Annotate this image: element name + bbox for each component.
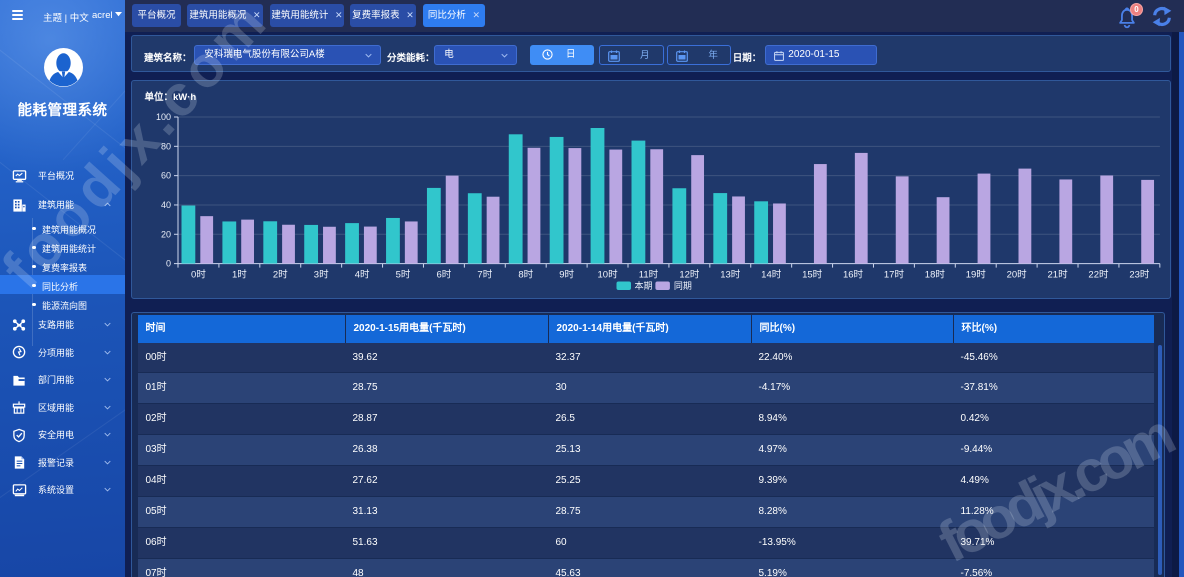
- svg-text:11时: 11时: [639, 269, 659, 281]
- svg-text:18时: 18时: [925, 269, 946, 281]
- svg-text:5时: 5时: [396, 269, 411, 281]
- svg-text:4时: 4时: [355, 269, 370, 281]
- svg-text:100: 100: [156, 112, 171, 122]
- svg-text:15时: 15时: [802, 269, 823, 281]
- svg-text:6时: 6时: [437, 269, 452, 281]
- svg-text:23时: 23时: [1129, 269, 1150, 281]
- svg-text:1时: 1时: [232, 269, 247, 281]
- svg-text:14时: 14时: [761, 269, 782, 281]
- svg-text:10时: 10时: [598, 269, 619, 281]
- svg-text:16时: 16时: [843, 269, 864, 281]
- svg-text:40: 40: [161, 200, 171, 210]
- svg-text:20: 20: [161, 229, 171, 239]
- svg-text:本期: 本期: [635, 280, 653, 291]
- svg-text:9时: 9时: [559, 269, 574, 281]
- svg-text:7时: 7时: [477, 269, 492, 281]
- svg-text:80: 80: [161, 141, 171, 151]
- svg-text:60: 60: [161, 171, 171, 181]
- svg-text:20时: 20时: [1007, 269, 1028, 281]
- svg-text:同期: 同期: [674, 281, 692, 291]
- svg-text:3时: 3时: [314, 269, 329, 281]
- svg-text:0: 0: [166, 259, 171, 269]
- svg-text:17时: 17时: [884, 269, 905, 281]
- svg-text:2时: 2时: [273, 269, 288, 281]
- svg-text:8时: 8时: [518, 269, 533, 281]
- svg-text:19时: 19时: [966, 269, 987, 281]
- svg-text:21时: 21时: [1048, 269, 1069, 281]
- svg-text:0时: 0时: [191, 269, 206, 281]
- svg-text:12时: 12时: [679, 269, 700, 281]
- svg-text:22时: 22时: [1088, 269, 1109, 281]
- svg-text:13时: 13时: [720, 269, 741, 281]
